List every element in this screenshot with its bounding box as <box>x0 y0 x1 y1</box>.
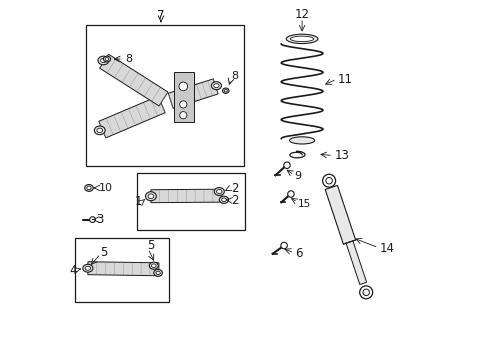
Ellipse shape <box>84 185 93 192</box>
Text: 1: 1 <box>134 195 142 208</box>
Circle shape <box>359 286 372 299</box>
Ellipse shape <box>97 128 102 132</box>
Ellipse shape <box>214 188 224 195</box>
Ellipse shape <box>103 56 110 62</box>
Ellipse shape <box>224 90 227 92</box>
Ellipse shape <box>151 264 156 267</box>
Circle shape <box>179 82 187 91</box>
Text: 13: 13 <box>334 149 348 162</box>
Text: 5: 5 <box>100 246 107 258</box>
Ellipse shape <box>285 34 317 44</box>
Bar <box>86 25 244 166</box>
Circle shape <box>325 177 332 184</box>
Ellipse shape <box>213 84 219 88</box>
Ellipse shape <box>98 56 108 65</box>
Ellipse shape <box>94 126 105 135</box>
Ellipse shape <box>211 82 221 90</box>
Text: 8: 8 <box>230 71 238 81</box>
Ellipse shape <box>87 186 91 190</box>
Circle shape <box>283 162 289 168</box>
Text: 11: 11 <box>337 73 352 86</box>
Ellipse shape <box>216 189 222 194</box>
Text: 6: 6 <box>294 247 302 260</box>
Circle shape <box>280 242 287 249</box>
Ellipse shape <box>85 266 90 270</box>
Polygon shape <box>174 72 194 122</box>
Text: 2: 2 <box>230 194 238 207</box>
Bar <box>75 238 168 302</box>
Text: 3: 3 <box>96 213 103 226</box>
Text: 9: 9 <box>294 171 301 181</box>
Ellipse shape <box>145 192 156 201</box>
Ellipse shape <box>82 264 93 272</box>
Text: 4: 4 <box>69 264 77 276</box>
Ellipse shape <box>289 137 314 144</box>
Ellipse shape <box>156 271 160 275</box>
Polygon shape <box>168 79 218 108</box>
Ellipse shape <box>148 194 153 199</box>
Polygon shape <box>346 241 366 284</box>
Text: 2: 2 <box>230 182 238 195</box>
Circle shape <box>179 112 186 119</box>
Polygon shape <box>99 96 165 138</box>
Text: 8: 8 <box>125 54 132 64</box>
Text: 7: 7 <box>157 9 164 22</box>
Text: 5: 5 <box>147 239 154 252</box>
Text: 14: 14 <box>379 242 394 255</box>
Text: 15: 15 <box>297 199 310 209</box>
Polygon shape <box>325 185 355 244</box>
Text: 12: 12 <box>294 8 309 21</box>
Ellipse shape <box>101 58 106 63</box>
Circle shape <box>179 101 186 108</box>
Circle shape <box>89 217 95 222</box>
Ellipse shape <box>221 198 226 202</box>
Text: 10: 10 <box>99 183 113 193</box>
Circle shape <box>362 289 368 296</box>
Ellipse shape <box>219 196 228 203</box>
Ellipse shape <box>290 36 313 42</box>
Ellipse shape <box>153 269 162 276</box>
Circle shape <box>287 191 294 197</box>
Polygon shape <box>150 189 221 203</box>
Bar <box>136 173 244 230</box>
Circle shape <box>322 174 335 187</box>
Ellipse shape <box>222 88 228 94</box>
Ellipse shape <box>105 58 108 60</box>
Ellipse shape <box>149 262 158 269</box>
Polygon shape <box>100 54 167 106</box>
Polygon shape <box>88 262 159 276</box>
